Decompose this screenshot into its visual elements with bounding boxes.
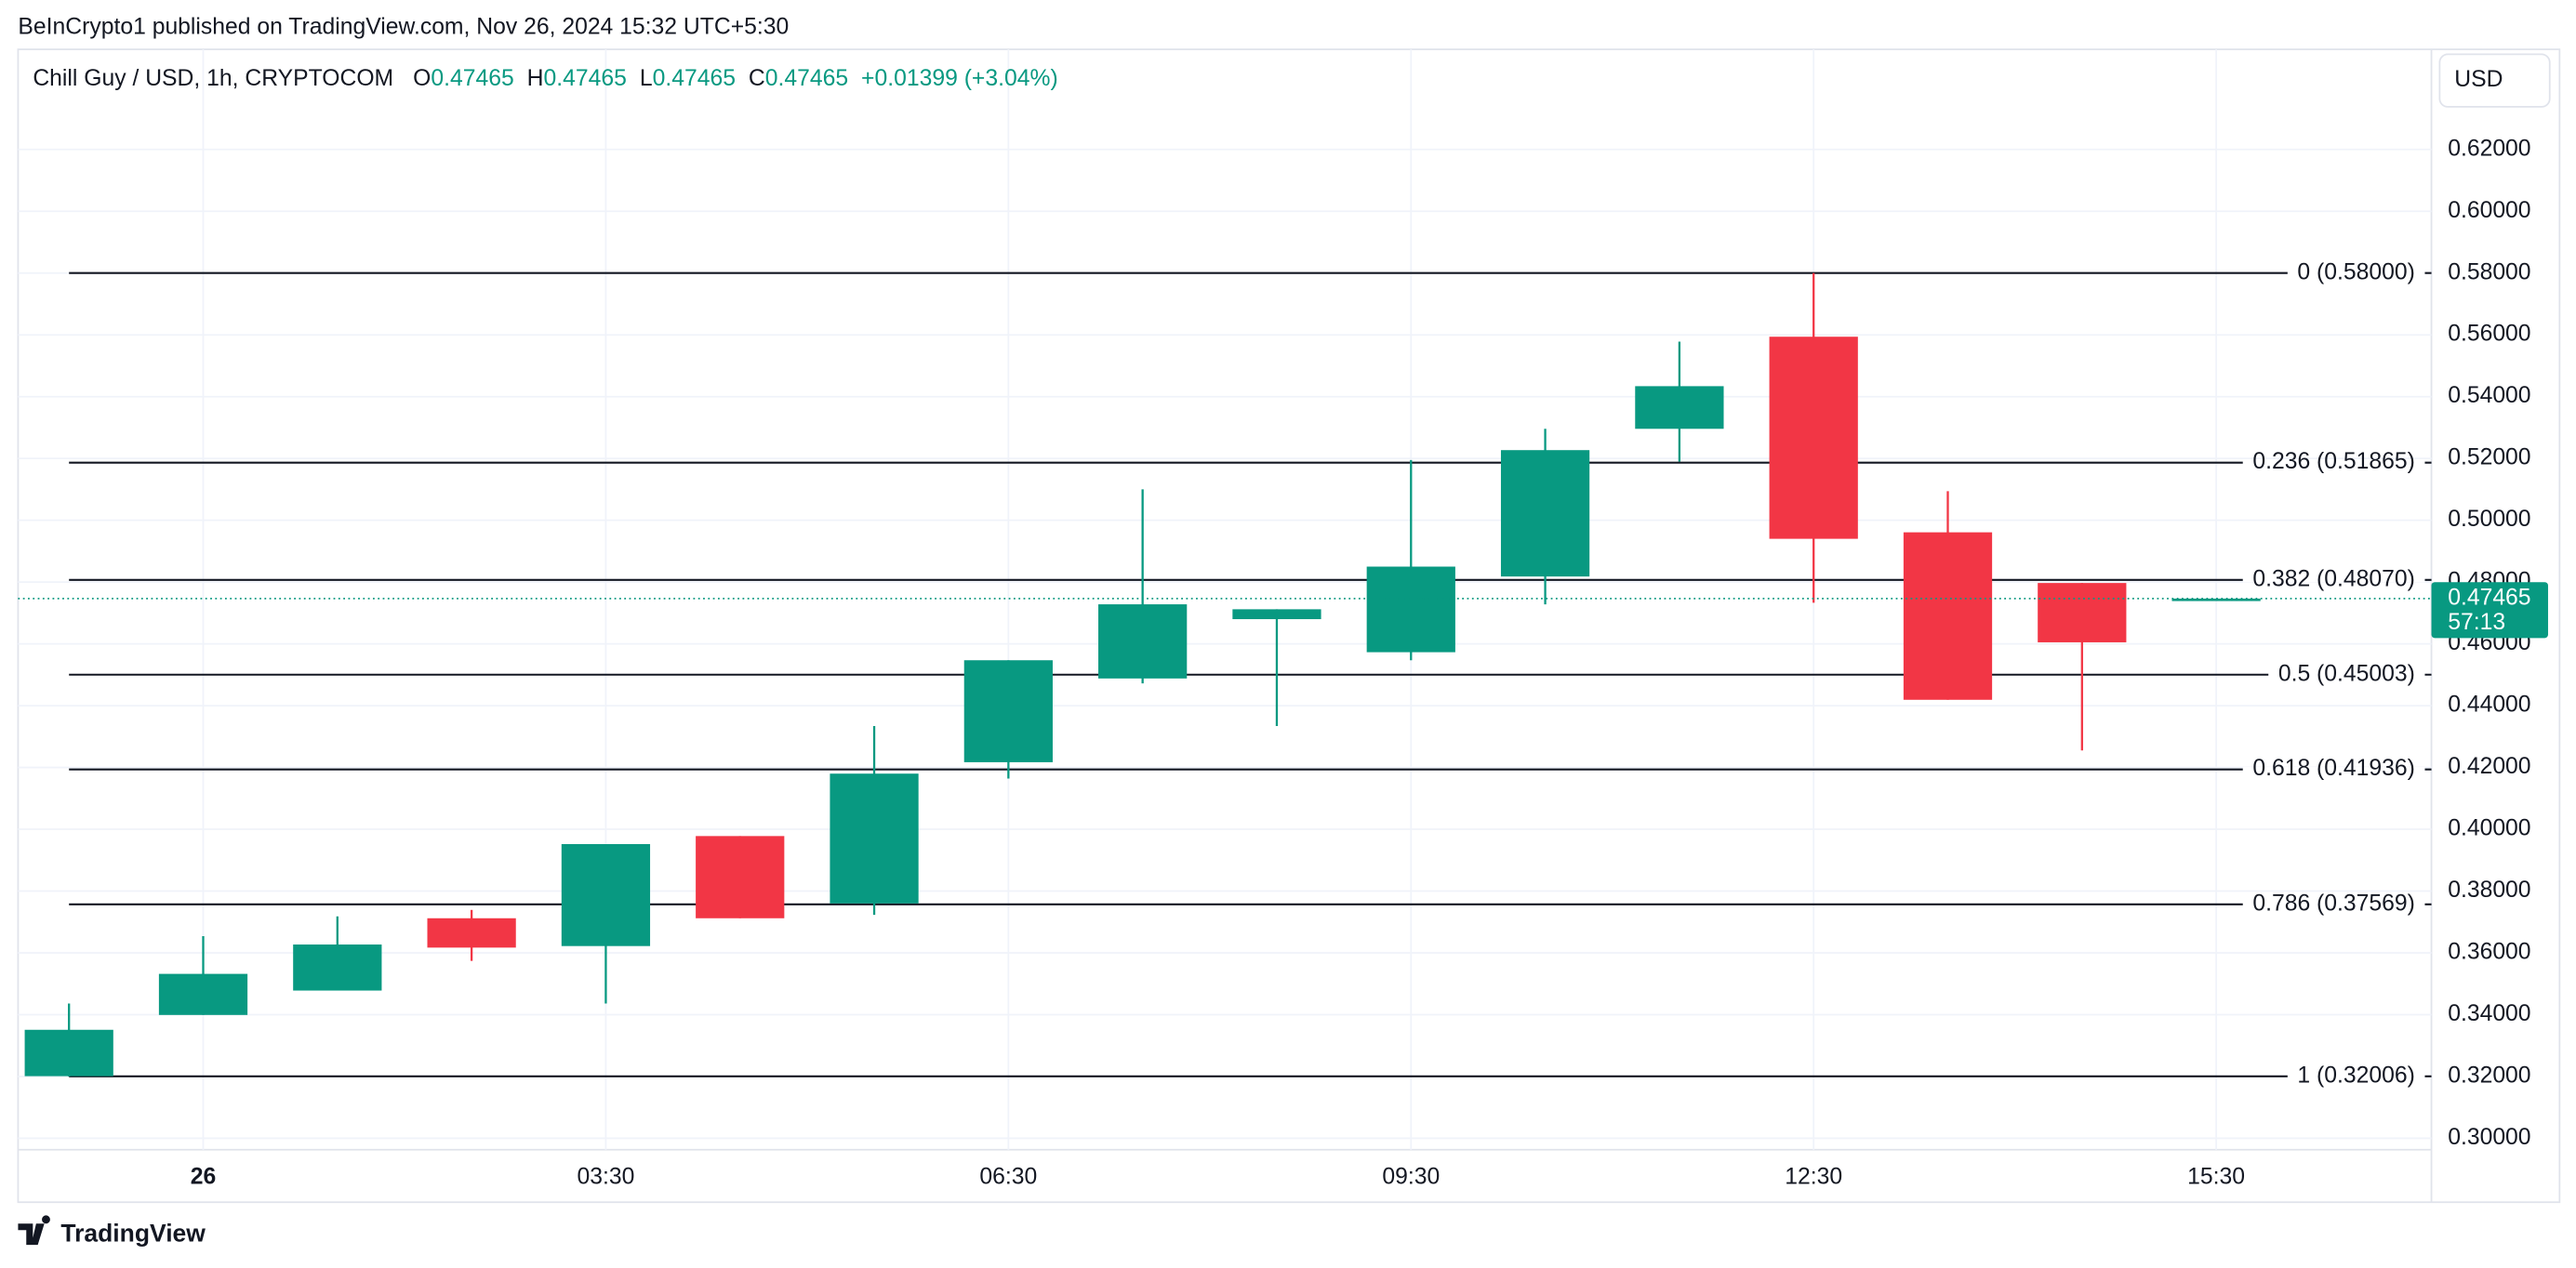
candle-body [1903,532,1993,700]
fib-label-bg [2287,1074,2425,1079]
fib-label: 0.5 (0.45003) [2278,661,2415,686]
candle-body [2171,598,2261,601]
fib-label-bg [2242,460,2425,466]
x-tick-label: 09:30 [1382,1164,1440,1189]
currency-button[interactable] [2438,53,2551,108]
countdown-label: 57:13 [2448,610,2505,635]
y-tick-label: 0.54000 [2448,383,2530,408]
y-tick-label: 0.56000 [2448,322,2530,347]
symbol-legend: Chill Guy / USD, 1h, CRYPTOCOM O0.47465 … [33,65,1057,90]
candle-body [1500,450,1590,577]
candle-body [1232,609,1321,620]
x-tick-label: 03:30 [577,1164,634,1189]
fib-label-bg [2287,271,2425,276]
fib-label: 0.618 (0.41936) [2252,756,2415,781]
y-tick-label: 0.44000 [2448,693,2530,718]
ohlc-value: 0.47465 [765,65,848,90]
candle-body [24,1029,113,1076]
last-price-box [2431,582,2548,639]
candle-body [1635,386,1724,429]
y-tick-label: 0.60000 [2448,198,2530,223]
fib-label: 1 (0.32006) [2297,1063,2414,1088]
candle-body [1366,566,1455,653]
fib-label-bg [2242,577,2425,583]
y-tick-label: 0.40000 [2448,816,2530,841]
y-tick-label: 0.50000 [2448,507,2530,532]
ohlc-key: L [640,65,653,90]
y-tick-label: 0.32000 [2448,1063,2530,1088]
currency[interactable]: USD [2454,67,2503,92]
fib-label: 0.382 (0.48070) [2252,566,2415,591]
x-tick-label: 15:30 [2187,1164,2245,1189]
y-tick-label: 0.42000 [2448,754,2530,779]
y-tick-label: 0.58000 [2448,259,2530,284]
ohlc-value: 0.47465 [653,65,736,90]
candle-body [696,836,785,918]
y-tick-label: 0.62000 [2448,136,2530,161]
candle-body [963,660,1053,762]
candle-body [427,918,516,948]
candle-body [158,973,248,1015]
tv-logo [18,1215,50,1246]
fib-label: 0.236 (0.51865) [2252,449,2415,474]
fib-label-bg [2242,767,2425,773]
publish-header: BeInCrypto1 published on TradingView.com… [18,15,789,40]
fib-label: 0.786 (0.37569) [2252,891,2415,916]
candle-body [293,944,382,991]
fib-label: 0 (0.58000) [2297,259,2414,284]
y-tick-label: 0.52000 [2448,445,2530,470]
y-tick-label: 0.38000 [2448,878,2530,903]
logo-mark [18,1215,50,1246]
candle-body [1769,337,1858,539]
y-tick-label: 0.36000 [2448,940,2530,965]
change: +0.01399 (+3.04%) [861,65,1058,90]
pane-border [17,48,2561,1204]
x-tick-label: 06:30 [979,1164,1037,1189]
ohlc-key: H [527,65,544,90]
candle-body [2038,583,2127,642]
fib-retracement: 0 (0.58000) 0.236 (0.51865) 0.382 (0.48070… [69,259,2432,1088]
last-price-label: 0.47465 [2448,585,2530,610]
x-tick-label: 26 [191,1164,217,1189]
ohlc-key: O [413,65,431,90]
candle-body [830,773,919,904]
symbol-title: Chill Guy / USD, 1h, CRYPTOCOM [33,65,393,90]
fib-label-bg [2242,902,2425,907]
footer-brand: TradingView [60,1220,206,1248]
ohlc-value: 0.47465 [431,65,513,90]
x-tick-label: 12:30 [1785,1164,1842,1189]
ohlc-key: C [749,65,765,90]
y-tick-label: 0.30000 [2448,1125,2530,1150]
candles [24,272,2261,1076]
y-tick-label: 0.34000 [2448,1001,2530,1026]
candle-body [1098,604,1188,679]
ohlc-value: 0.47465 [544,65,627,90]
candle-body [561,843,651,946]
fib-label-bg [2268,672,2425,678]
